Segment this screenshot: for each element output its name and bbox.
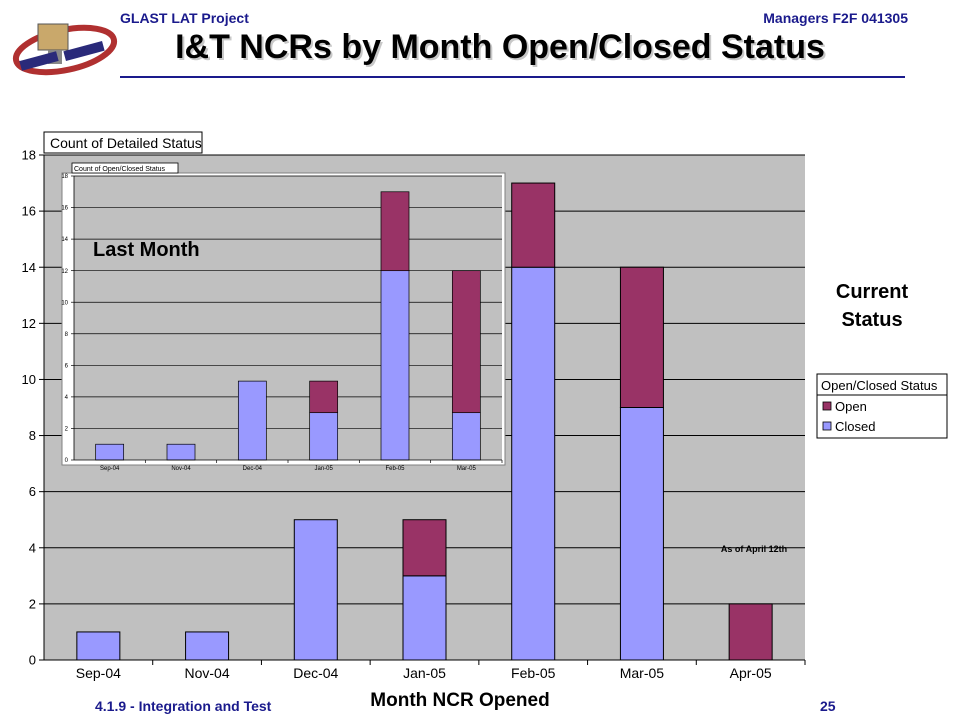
inset-x-tick-label: Feb-05	[385, 466, 405, 472]
inset-y-tick-label: 12	[61, 269, 68, 275]
inset-x-tick-label: Sep-04	[100, 466, 120, 472]
inset-y-tick-labels: 0 2 4 6 8 10 12 14 16 18	[61, 174, 74, 464]
main-bar-closed-mar-05	[619, 407, 664, 661]
main-bar-closed-jan-05	[402, 575, 447, 661]
main-y-tick-label: 8	[29, 428, 36, 443]
glast-satellite-logo	[12, 23, 118, 76]
main-x-tick-label: Sep-04	[76, 665, 121, 681]
main-y-tick-label: 10	[22, 372, 36, 387]
main-bar-open-jan-05	[402, 519, 447, 577]
main-x-tick-labels: Sep-04 Nov-04 Dec-04 Jan-05 Feb-05 Mar-05 Apr-…	[76, 660, 806, 681]
main-bar-closed-feb-05	[511, 266, 556, 661]
inset-bar-open-jan-05	[309, 380, 339, 414]
inset-x-tick-label: Nov-04	[171, 466, 191, 472]
main-bar-open-mar-05	[619, 266, 664, 408]
inset-y-tick-label: 10	[61, 300, 68, 306]
inset-x-tick-labels: Sep-04 Nov-04 Dec-04 Jan-05 Feb-05 Mar-05	[100, 460, 503, 472]
project-name: GLAST LAT Project	[120, 10, 249, 26]
main-y-tick-label: 0	[29, 653, 36, 668]
inset-bar-closed-mar-05	[451, 412, 481, 461]
inset-y-tick-label: 16	[61, 206, 68, 212]
footer-section: 4.1.9 - Integration and Test	[95, 698, 272, 714]
current-status-label-line2: Status	[841, 309, 902, 331]
inset-chart-title-box	[71, 162, 179, 174]
last-month-label: Last Month	[93, 239, 200, 261]
inset-plot-area	[74, 176, 502, 460]
main-bar-closed-sep-04	[76, 631, 121, 661]
main-bar-closed-nov-04	[185, 631, 230, 661]
inset-chart-title: Count of Open/Closed Status	[74, 166, 166, 173]
main-bar-open-feb-05	[511, 182, 556, 268]
meeting-name: Managers F2F 041305	[763, 10, 908, 26]
inset-y-tick-label: 14	[61, 237, 68, 243]
inset-y-tick-label: 6	[65, 363, 69, 369]
inset-bar-closed-jan-05	[309, 412, 339, 461]
main-y-tick-label: 2	[29, 596, 36, 611]
page-title: I&T NCRs by Month Open/Closed Status	[175, 28, 825, 66]
inset-bar-open-feb-05	[380, 191, 410, 272]
main-bar-closed-dec-04	[293, 519, 338, 661]
main-bars	[76, 182, 773, 661]
main-chart-title: Count of Detailed Status	[50, 135, 202, 151]
main-y-tick-label: 12	[22, 316, 36, 331]
main-x-tick-label: Feb-05	[511, 665, 556, 681]
main-y-tick-label: 18	[22, 148, 36, 163]
main-y-tick-label: 6	[29, 484, 36, 499]
main-x-tick-label: Apr-05	[730, 665, 772, 681]
main-bar-open-apr-05	[728, 603, 773, 661]
legend: Open/Closed Status Open Closed	[816, 373, 948, 439]
main-y-tick-label: 4	[29, 540, 36, 555]
current-status-label-line1: Current	[836, 281, 909, 303]
inset-x-tick-label: Dec-04	[243, 466, 263, 472]
legend-entry-closed: Closed	[835, 419, 875, 434]
main-x-tick-label: Dec-04	[293, 665, 338, 681]
inset-gridlines	[74, 175, 502, 429]
main-x-axis-label: Month NCR Opened	[370, 690, 549, 711]
page-number: 25	[820, 698, 836, 714]
title-rule	[120, 76, 905, 78]
as-of-note: As of April 12th	[721, 544, 787, 554]
inset-y-tick-label: 8	[65, 332, 69, 338]
main-chart-title-box	[43, 131, 203, 154]
inset-bar-closed-nov-04	[166, 443, 196, 461]
legend-entry-open: Open	[835, 399, 867, 414]
main-y-tick-labels: 0 2 4 6 8 10 12 14 16 18	[22, 148, 44, 668]
inset-bar-closed-dec-04	[237, 380, 267, 461]
inset-x-tick-label: Jan-05	[314, 466, 333, 472]
inset-x-tick-label: Mar-05	[457, 466, 477, 472]
legend-swatch-open	[822, 401, 832, 411]
legend-swatch-closed	[822, 421, 832, 431]
inset-y-tick-label: 4	[65, 395, 69, 401]
inset-bar-open-mar-05	[451, 270, 481, 414]
inset-y-tick-label: 18	[61, 174, 68, 180]
main-x-tick-label: Mar-05	[620, 665, 665, 681]
main-y-tick-label: 14	[22, 260, 36, 275]
inset-bars	[95, 191, 481, 461]
inset-bar-closed-sep-04	[95, 443, 125, 461]
inset-bar-closed-feb-05	[380, 270, 410, 461]
main-x-tick-label: Jan-05	[403, 665, 446, 681]
legend-title: Open/Closed Status	[821, 378, 938, 393]
inset-y-tick-label: 0	[65, 458, 69, 464]
legend-box	[816, 373, 948, 439]
main-y-tick-label: 16	[22, 204, 36, 219]
main-x-tick-label: Nov-04	[185, 665, 230, 681]
inset-y-tick-label: 2	[65, 427, 69, 433]
inset-chart: Count of Open/Closed Status 0 2 4 6 8 10 12 14 1…	[61, 162, 506, 472]
